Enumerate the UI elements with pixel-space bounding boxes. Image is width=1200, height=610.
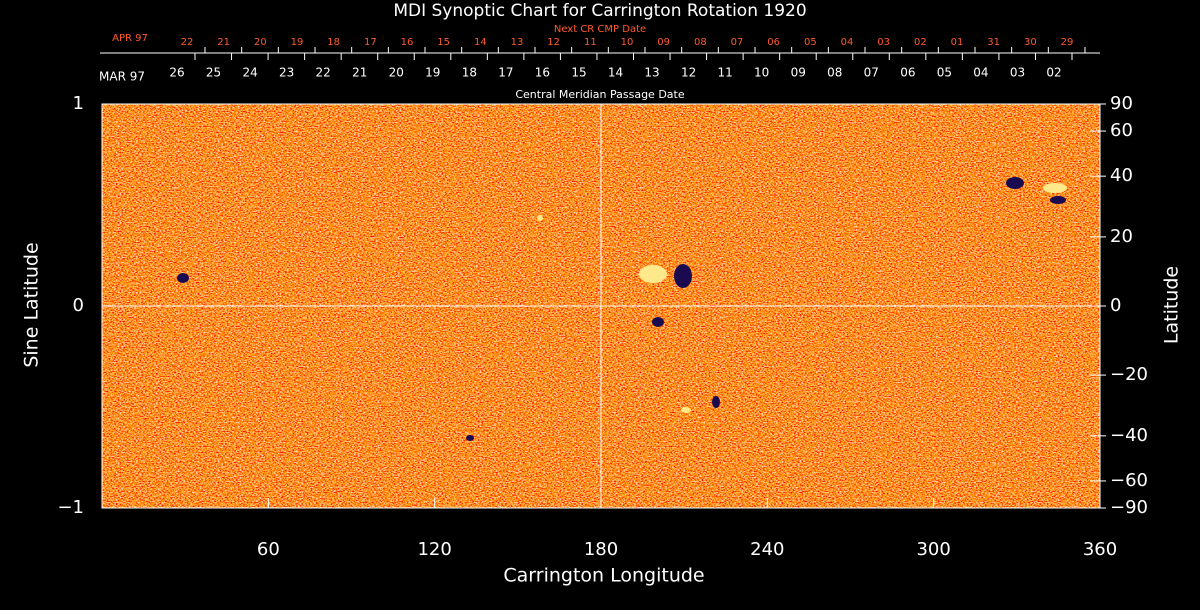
top-date-label: 11 — [584, 37, 597, 48]
top-date-label: 05 — [804, 37, 817, 48]
top-date-label: 03 — [877, 37, 890, 48]
date-label: 05 — [937, 66, 952, 80]
date-label: 07 — [864, 66, 879, 80]
top-date-label: 01 — [951, 37, 964, 48]
date-label: 26 — [169, 66, 184, 80]
date-label: 20 — [389, 66, 404, 80]
top-date-label: 29 — [1061, 37, 1074, 48]
x-tick-label: 240 — [750, 539, 784, 560]
y2-tick-label: 0 — [1110, 295, 1121, 316]
date-label: 18 — [462, 66, 477, 80]
active-regions-positive — [537, 183, 1067, 413]
top-date-label: 22 — [181, 37, 194, 48]
chart-title: MDI Synoptic Chart for Carrington Rotati… — [393, 1, 806, 21]
date-label: 15 — [571, 66, 586, 80]
top-date-label: 08 — [694, 37, 707, 48]
top-date-label: 30 — [1024, 37, 1037, 48]
y2-tick-label: 20 — [1110, 226, 1133, 247]
y2-tick-label: −40 — [1110, 425, 1148, 446]
date-label: 22 — [316, 66, 331, 80]
date-axis-month: MAR 97 — [99, 70, 145, 84]
top-date-label: 21 — [217, 37, 230, 48]
date-axis-title: Central Meridian Passage Date — [515, 88, 684, 101]
date-label: 17 — [498, 66, 513, 80]
top-date-label: 13 — [511, 37, 524, 48]
y2-tick-label: 90 — [1110, 93, 1133, 114]
active-regions — [177, 177, 1066, 441]
x-tick-label: 300 — [916, 539, 950, 560]
top-date-label: 20 — [254, 37, 267, 48]
x-axis-title: Carrington Longitude — [503, 565, 704, 587]
date-label: 02 — [1046, 66, 1061, 80]
top-date-label: 06 — [767, 37, 780, 48]
top-date-label: 07 — [731, 37, 744, 48]
date-label: 14 — [608, 66, 623, 80]
date-label: 03 — [1010, 66, 1025, 80]
x-tick-label: 60 — [257, 539, 280, 560]
y2-tick-label: 60 — [1110, 120, 1133, 141]
top-date-label: 10 — [621, 37, 634, 48]
top-axis-month: APR 97 — [112, 33, 148, 44]
y2-tick-label: −90 — [1110, 497, 1148, 518]
top-date-label: 19 — [291, 37, 304, 48]
date-label: 13 — [644, 66, 659, 80]
top-date-label: 02 — [914, 37, 927, 48]
y-tick-label: 0 — [73, 295, 84, 316]
y-tick-label: 1 — [73, 93, 84, 114]
y-tick-label: −1 — [57, 497, 84, 518]
date-label: 09 — [791, 66, 806, 80]
top-date-label: 16 — [401, 37, 414, 48]
y2-axis-title: Latitude — [1161, 266, 1183, 344]
top-date-label: 18 — [327, 37, 340, 48]
top-date-label: 12 — [547, 37, 560, 48]
date-label: 12 — [681, 66, 696, 80]
date-label: 10 — [754, 66, 769, 80]
top-date-label: 04 — [841, 37, 854, 48]
top-date-label: 17 — [364, 37, 377, 48]
top-date-label: 09 — [657, 37, 670, 48]
date-label: 11 — [717, 66, 732, 80]
y2-tick-label: −20 — [1110, 364, 1148, 385]
date-label: 04 — [973, 66, 988, 80]
date-label: 25 — [206, 66, 221, 80]
date-label: 16 — [535, 66, 550, 80]
top-date-label: 15 — [437, 37, 450, 48]
y2-tick-label: 40 — [1110, 165, 1133, 186]
x-tick-label: 180 — [584, 539, 618, 560]
top-date-label: 14 — [474, 37, 487, 48]
y2-tick-label: −60 — [1110, 470, 1148, 491]
date-label: 24 — [242, 66, 257, 80]
top-date-label: 31 — [987, 37, 1000, 48]
top-axis-title: Next CR CMP Date — [554, 24, 646, 35]
date-label: 19 — [425, 66, 440, 80]
date-label: 23 — [279, 66, 294, 80]
date-label: 06 — [900, 66, 915, 80]
x-tick-label: 360 — [1083, 539, 1117, 560]
date-label: 21 — [352, 66, 367, 80]
y-axis-title: Sine Latitude — [21, 242, 43, 367]
date-label: 08 — [827, 66, 842, 80]
x-tick-label: 120 — [417, 539, 451, 560]
